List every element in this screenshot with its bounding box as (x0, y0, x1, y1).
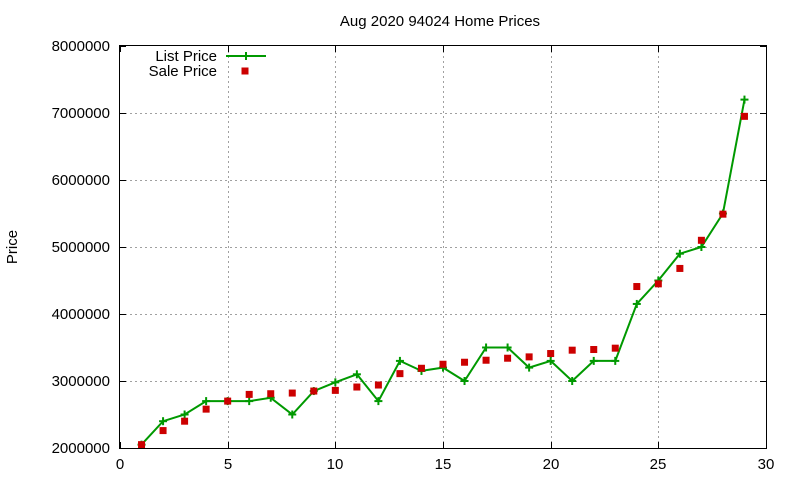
sale-price-point (439, 360, 447, 368)
y-axis-label: Price (4, 230, 21, 264)
sale-price-point (482, 356, 490, 364)
x-tick-label: 25 (650, 456, 667, 473)
list-price-point (460, 377, 469, 385)
sale-price-point (697, 236, 705, 244)
list-price-point (568, 377, 577, 385)
list-price-point (589, 356, 598, 365)
sale-price-point (590, 346, 598, 354)
sale-price-point (245, 390, 253, 398)
list-price-point (611, 356, 620, 365)
list-price-point (202, 397, 211, 406)
list-price-point (395, 356, 404, 365)
sale-price-point (374, 381, 382, 389)
legend-label-sale-price: Sale Price (149, 63, 217, 80)
x-tick-label: 30 (758, 456, 775, 473)
sale-price-point (331, 386, 339, 394)
legend-label-list-price: List Price (155, 48, 217, 65)
y-tick-label: 2000000 (52, 440, 110, 457)
list-price-point (245, 397, 254, 406)
plot-frame (119, 45, 767, 449)
sale-price-point (676, 264, 684, 272)
sale-price-point (547, 350, 555, 358)
x-tick-label: 20 (543, 456, 560, 473)
chart-title: Aug 2020 94024 Home Prices (340, 13, 540, 30)
list-price-point (525, 363, 534, 372)
axis-labels: 0 5 10 15 20 25 30 2000000 3000000 4000000 5000000… (52, 38, 775, 473)
list-price-point (632, 299, 641, 308)
legend-marker-sale-price (241, 67, 249, 75)
legend-marker-list-price (242, 52, 250, 60)
sale-price-point (288, 389, 296, 397)
sale-price-point (504, 354, 512, 362)
y-tick-label: 7000000 (52, 105, 110, 122)
x-tick-label: 0 (116, 456, 124, 473)
sale-price-point (353, 383, 361, 391)
list-price-point (546, 356, 555, 365)
sale-price-point (224, 397, 232, 405)
series (137, 95, 749, 449)
list-price-point (331, 378, 340, 387)
sale-price-point (654, 280, 662, 288)
sale-price-point (138, 441, 146, 449)
list-price-point (180, 410, 189, 419)
x-tick-label: 5 (224, 456, 232, 473)
y-tick-label: 8000000 (52, 38, 110, 55)
sale-price-point (611, 344, 619, 352)
grid (120, 46, 766, 448)
x-tick-label: 10 (327, 456, 344, 473)
sale-price-point (396, 370, 404, 378)
sale-price-point (719, 210, 727, 218)
sale-price-point (461, 358, 469, 366)
sale-price-point (202, 405, 210, 413)
sale-price-point (417, 364, 425, 372)
y-tick-label: 5000000 (52, 239, 110, 256)
sale-price-point (740, 112, 748, 120)
sale-price-point (159, 427, 167, 435)
list-price-point (482, 343, 491, 352)
legend: List Price Sale Price (149, 48, 266, 80)
y-tick-label: 3000000 (52, 373, 110, 390)
sale-price-point (525, 353, 533, 361)
sale-price-point (181, 417, 189, 425)
list-price-point (159, 417, 168, 426)
list-price-point (697, 243, 706, 251)
list-price-point (675, 249, 684, 258)
list-price-point (288, 410, 297, 419)
y-tick-label: 4000000 (52, 306, 110, 323)
list-price-point (352, 370, 361, 379)
x-tick-label: 15 (435, 456, 452, 473)
y-tick-label: 6000000 (52, 172, 110, 189)
sale-price-point (267, 390, 275, 398)
sale-price-point (568, 346, 576, 354)
list-price-point (503, 343, 512, 352)
sale-price-point (310, 387, 318, 395)
list-price-point (740, 95, 749, 104)
list-price-point (374, 397, 383, 406)
sale-price-point (633, 283, 641, 291)
